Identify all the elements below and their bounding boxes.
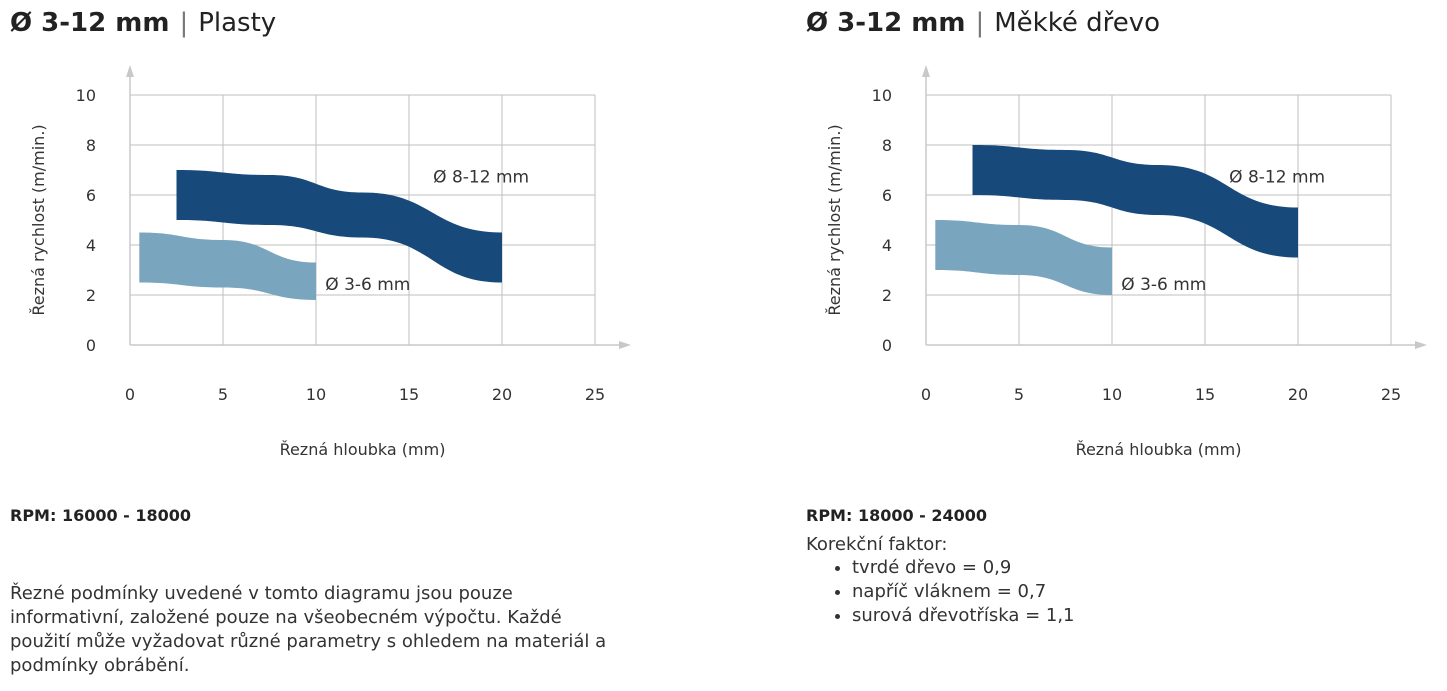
x-tick-label: 5 <box>1014 385 1024 404</box>
chart-panel-plastics: Ø 3-12 mm | Plasty 0 5 10 15 20 25 0 2 4 6 8 10 Ø 3-6 … <box>0 0 700 691</box>
series-label: Ø 3-6 mm <box>1121 275 1206 295</box>
x-tick-label: 15 <box>1195 385 1215 404</box>
correction-factor-title: Korekční faktor: <box>806 534 948 555</box>
correction-factor-item: surová dřevotříska = 1,1 <box>852 604 1075 628</box>
y-tick-label: 2 <box>882 286 892 305</box>
x-tick-label: 10 <box>1102 385 1122 404</box>
chart-title: Ø 3-12 mm | Měkké dřevo <box>806 8 1160 38</box>
x-tick-label: 0 <box>125 385 135 404</box>
cutting-speed-chart-plastics: 0 5 10 15 20 25 0 2 4 6 8 10 Ø 3-6 mm Ø 8-12 mm Řezná … <box>29 65 631 459</box>
rpm-range: RPM: 16000 - 18000 <box>10 506 192 525</box>
y-tick-label: 0 <box>882 336 892 355</box>
x-tick-label: 25 <box>585 385 605 404</box>
y-tick-label: 8 <box>86 136 96 155</box>
y-axis-arrow-icon <box>922 65 930 77</box>
x-axis-label: Řezná hloubka (mm) <box>280 440 446 459</box>
y-tick-label: 2 <box>86 286 96 305</box>
title-material: Měkké dřevo <box>994 8 1161 38</box>
y-tick-label: 6 <box>86 186 96 205</box>
title-separator: | <box>975 8 985 38</box>
series-label: Ø 8-12 mm <box>433 168 529 188</box>
x-tick-label: 5 <box>218 385 228 404</box>
correction-factor-item: napříč vláknem = 0,7 <box>852 580 1075 604</box>
x-tick-label: 20 <box>492 385 512 404</box>
y-axis-label: Řezná rychlost (m/min.) <box>29 124 48 315</box>
y-tick-label: 8 <box>882 136 892 155</box>
x-tick-label: 20 <box>1288 385 1308 404</box>
disclaimer-note: Řezné podmínky uvedené v tomto diagramu … <box>10 583 607 676</box>
y-tick-label: 4 <box>882 236 892 255</box>
x-tick-label: 10 <box>306 385 326 404</box>
title-diameter: Ø 3-12 mm <box>806 8 966 38</box>
title-material: Plasty <box>198 8 277 38</box>
series-label: Ø 8-12 mm <box>1229 168 1325 188</box>
y-tick-label: 10 <box>76 86 96 105</box>
series-band-diameter-3-6 <box>935 220 1112 295</box>
x-tick-label: 25 <box>1381 385 1401 404</box>
series-band-diameter-3-6 <box>139 232 316 300</box>
y-tick-label: 4 <box>86 236 96 255</box>
title-diameter: Ø 3-12 mm <box>10 8 170 38</box>
correction-factor-item: tvrdé dřevo = 0,9 <box>852 556 1075 580</box>
x-tick-label: 15 <box>399 385 419 404</box>
y-tick-label: 0 <box>86 336 96 355</box>
chart-panel-softwood: Ø 3-12 mm | Měkké dřevo 0 5 10 15 20 25 0 2 4 6 8 10 Ø… <box>796 0 1447 691</box>
x-axis-arrow-icon <box>1415 341 1427 349</box>
series-band-diameter-8-12 <box>176 170 502 283</box>
title-separator: | <box>179 8 189 38</box>
y-axis-label: Řezná rychlost (m/min.) <box>825 124 844 315</box>
correction-factor-list: tvrdé dřevo = 0,9 napříč vláknem = 0,7 s… <box>830 556 1075 628</box>
y-axis-arrow-icon <box>126 65 134 77</box>
chart-title: Ø 3-12 mm | Plasty <box>10 8 276 38</box>
y-tick-label: 6 <box>882 186 892 205</box>
x-axis-label: Řezná hloubka (mm) <box>1076 440 1242 459</box>
cutting-speed-chart-softwood: 0 5 10 15 20 25 0 2 4 6 8 10 Ø 3-6 mm Ø 8-12 mm Řezná … <box>825 65 1427 459</box>
y-tick-label: 10 <box>872 86 892 105</box>
x-axis-arrow-icon <box>619 341 631 349</box>
series-band-diameter-8-12 <box>972 145 1298 258</box>
rpm-range: RPM: 18000 - 24000 <box>806 506 988 525</box>
series-label: Ø 3-6 mm <box>325 275 410 295</box>
x-tick-label: 0 <box>921 385 931 404</box>
